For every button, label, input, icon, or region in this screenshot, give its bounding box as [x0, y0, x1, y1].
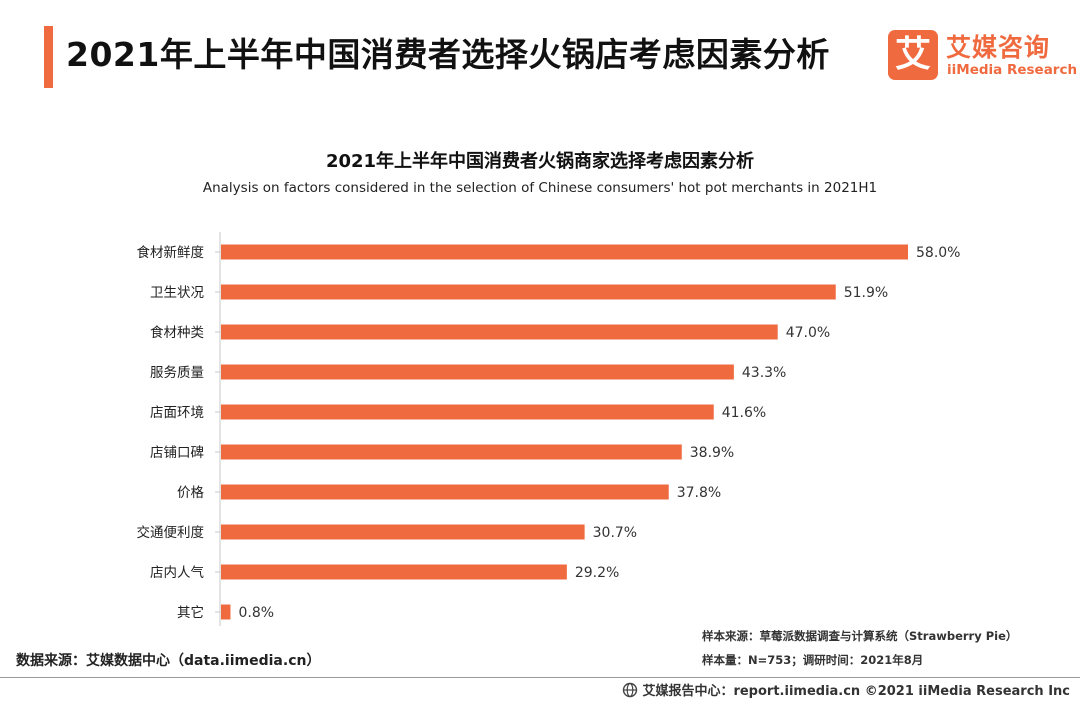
category-label: 食材种类	[150, 324, 204, 341]
data-label: 0.8%	[238, 605, 274, 621]
bar	[221, 444, 682, 460]
bar	[221, 484, 669, 500]
data-label: 43.3%	[742, 365, 786, 381]
bar-chart: 食材新鲜度 58.0% 卫生状况 51.9% 食材种类 47.0% 服务质量 43.3% 店面环…	[137, 232, 960, 626]
data-source-note: 数据来源：艾媒数据中心（data.iimedia.cn）	[16, 653, 321, 669]
iimedia-logo: 艾 艾媒咨询 iiMedia Research	[888, 30, 1077, 82]
category-label: 价格	[177, 485, 204, 501]
category-label: 食材新鲜度	[137, 244, 205, 261]
logo-chinese-name: 艾媒咨询	[946, 33, 1051, 62]
category-label: 店内人气	[150, 565, 204, 581]
bar	[221, 284, 836, 300]
category-label: 其它	[177, 604, 204, 621]
category-label: 店铺口碑	[150, 445, 204, 461]
title-accent-bar	[44, 26, 53, 88]
bar	[221, 524, 585, 540]
data-label: 29.2%	[575, 565, 619, 581]
bar	[221, 604, 231, 620]
footer-divider	[0, 677, 1080, 678]
data-label: 58.0%	[916, 245, 960, 261]
data-label: 38.9%	[690, 445, 734, 461]
data-label: 41.6%	[722, 405, 766, 421]
data-label: 47.0%	[786, 325, 830, 341]
bar	[221, 244, 908, 260]
data-label: 30.7%	[593, 525, 637, 541]
footer-text: 艾媒报告中心：report.iimedia.cn ©2021 iiMedia R…	[642, 684, 1070, 699]
bar	[221, 364, 734, 380]
data-label: 51.9%	[844, 285, 888, 301]
globe-icon	[623, 682, 638, 697]
bar	[221, 404, 714, 420]
logo-english-name: iiMedia Research	[947, 62, 1078, 78]
bar	[221, 324, 778, 340]
category-label: 交通便利度	[137, 524, 205, 541]
sample-source-note: 样本来源：草莓派数据调查与计算系统（Strawberry Pie）	[702, 629, 1018, 643]
category-label: 服务质量	[150, 365, 204, 381]
chart-title: 2021年上半年中国消费者火锅商家选择考虑因素分析	[325, 151, 755, 172]
logo-mark: 艾	[888, 30, 938, 80]
category-label: 店面环境	[150, 405, 204, 421]
footer: 艾媒报告中心：report.iimedia.cn ©2021 iiMedia R…	[622, 680, 1070, 699]
page-title: 2021年上半年中国消费者选择火锅店考虑因素分析	[66, 35, 830, 74]
bar	[221, 564, 567, 580]
chart-subtitle: Analysis on factors considered in the se…	[202, 180, 878, 196]
category-label: 卫生状况	[150, 285, 204, 301]
sample-size-note: 样本量：N=753；调研时间：2021年8月	[702, 653, 924, 667]
data-label: 37.8%	[677, 485, 721, 501]
